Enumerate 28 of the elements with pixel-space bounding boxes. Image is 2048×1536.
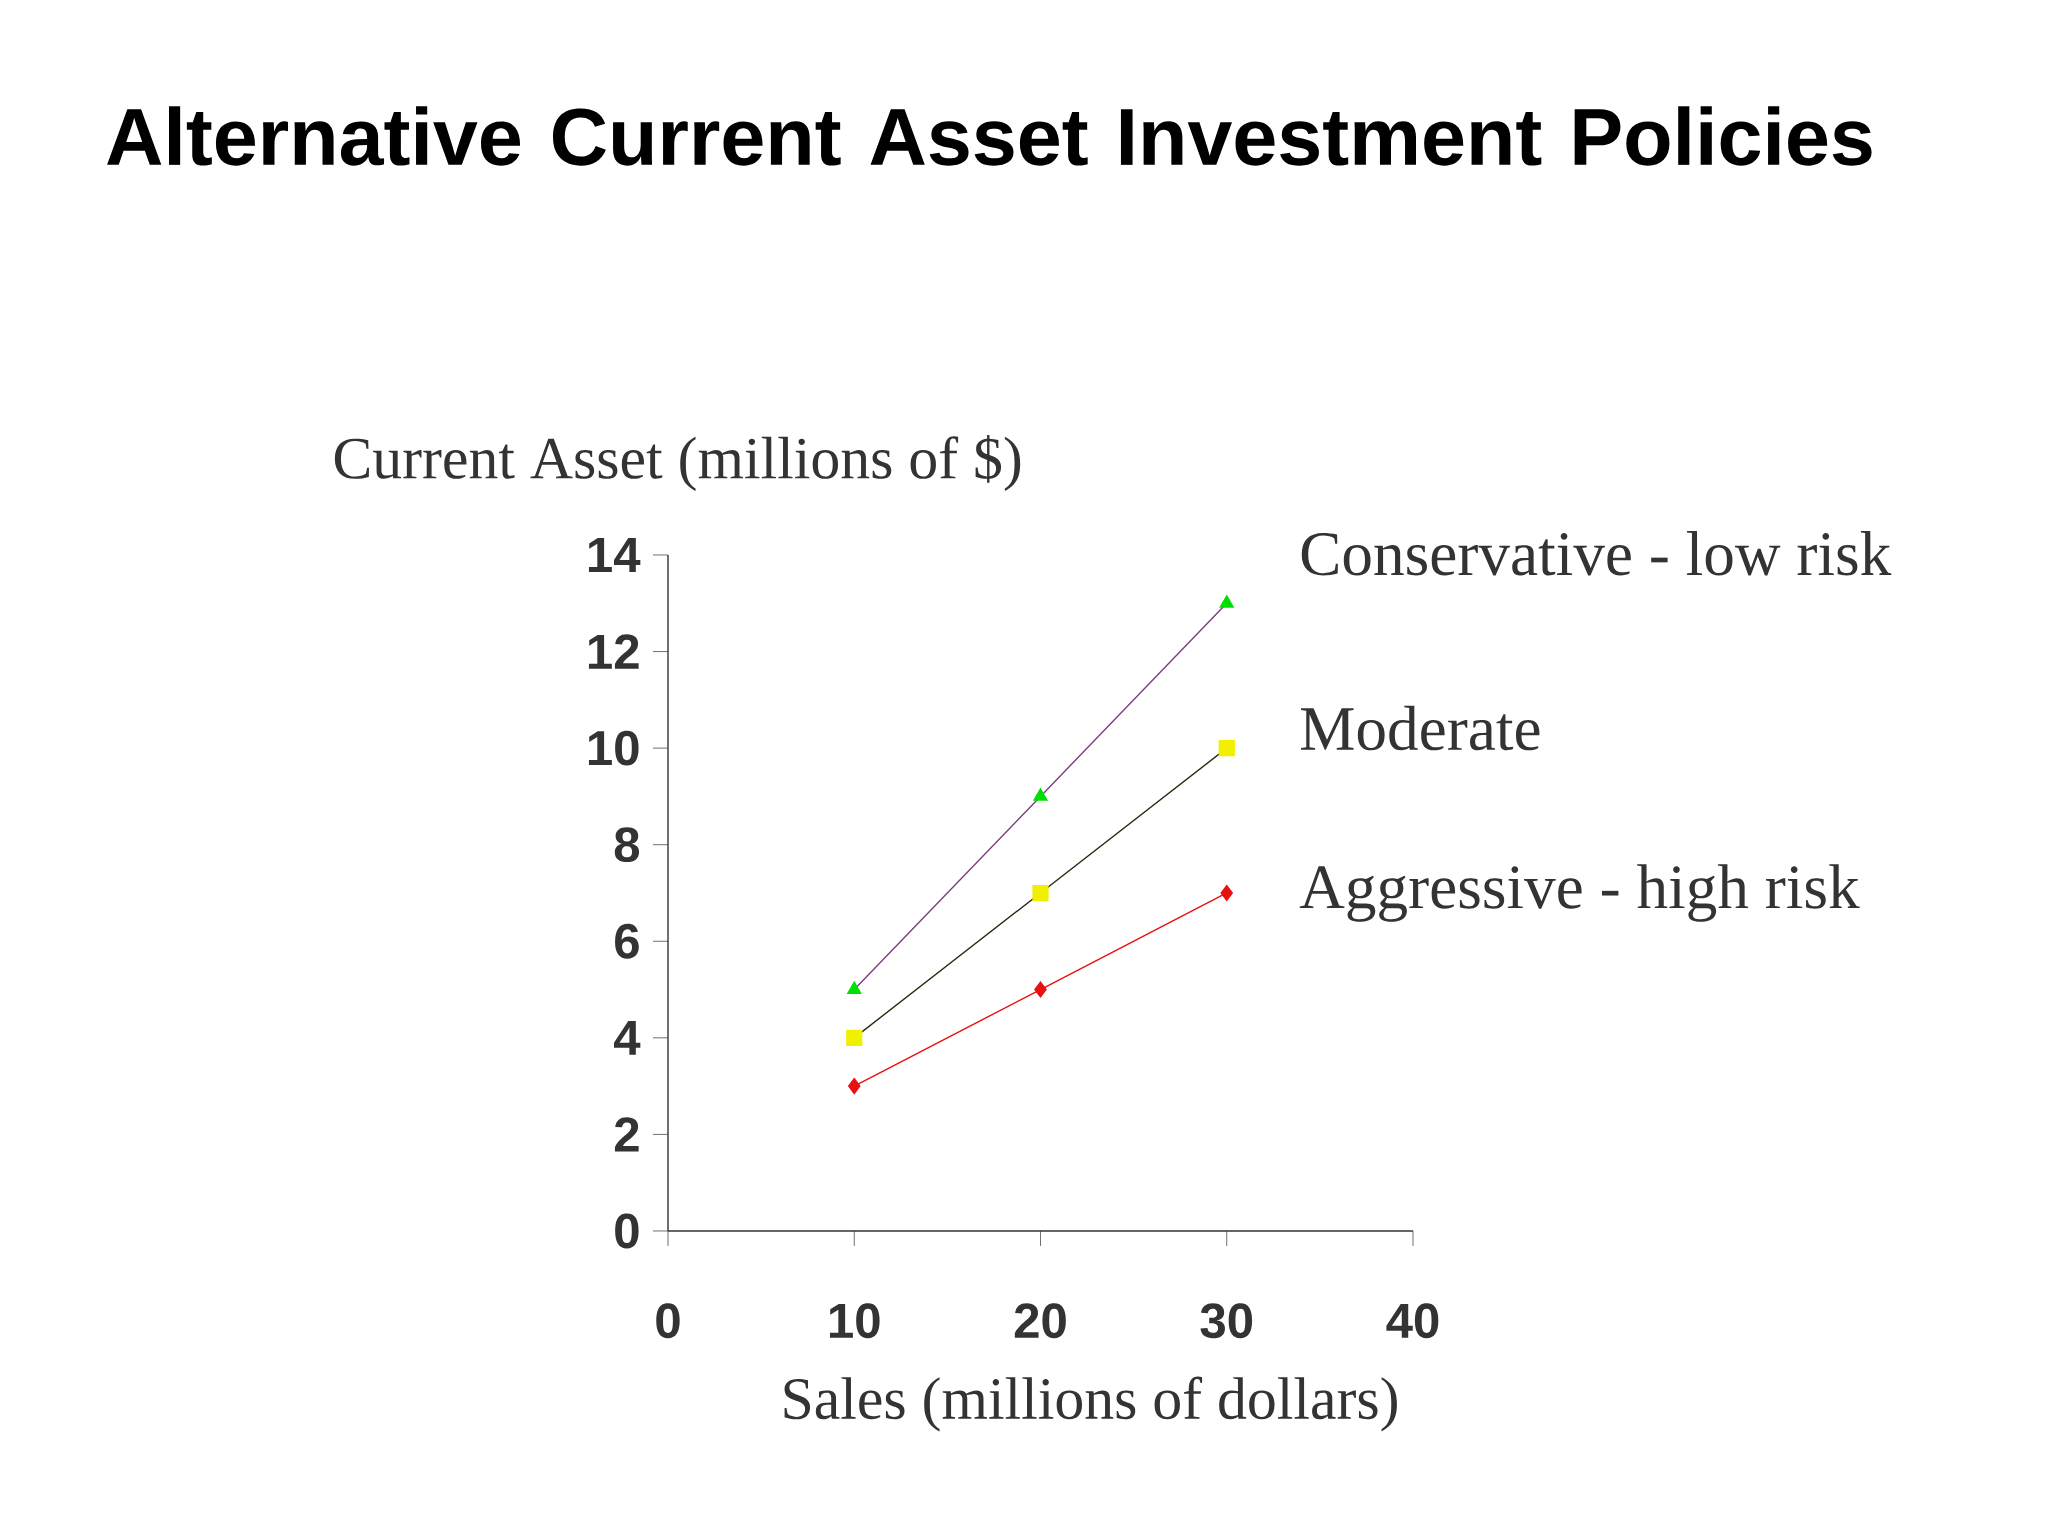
x-tick-label: 10	[829, 1303, 880, 1339]
point	[846, 1029, 863, 1046]
point	[1218, 740, 1235, 757]
y-tick-label: 14	[588, 538, 641, 572]
series-label: Moderate	[1300, 705, 1540, 751]
y-axis-title: Current Asset (millions of $)	[334, 434, 1021, 491]
x-tick-label: 20	[1014, 1303, 1066, 1339]
series-label: Conservative - low risk	[1301, 530, 1892, 576]
x-axis-title: Sales (millions of dollars)	[784, 1376, 1397, 1432]
chart-title: Alternative Current Asset Investment Policies	[107, 106, 1872, 166]
y-tick-label: 10	[588, 730, 639, 766]
point	[1034, 981, 1047, 998]
point	[1033, 788, 1048, 801]
point	[1219, 595, 1234, 608]
y-tick-label: 8	[614, 827, 640, 863]
point	[848, 1078, 861, 1095]
y-tick-label: 0	[615, 1213, 639, 1249]
y-tick-label: 2	[614, 1117, 639, 1152]
y-tick-label: 6	[615, 923, 639, 959]
x-tick-label: 40	[1386, 1303, 1439, 1339]
x-tick-label: 0	[656, 1303, 680, 1339]
y-tick-label: 4	[613, 1020, 641, 1055]
series-label: Aggressive - high risk	[1299, 864, 1860, 922]
point	[847, 981, 862, 994]
point	[1220, 884, 1233, 902]
y-tick-label: 12	[588, 634, 639, 669]
point	[1032, 884, 1049, 902]
x-tick-label: 30	[1200, 1303, 1253, 1339]
